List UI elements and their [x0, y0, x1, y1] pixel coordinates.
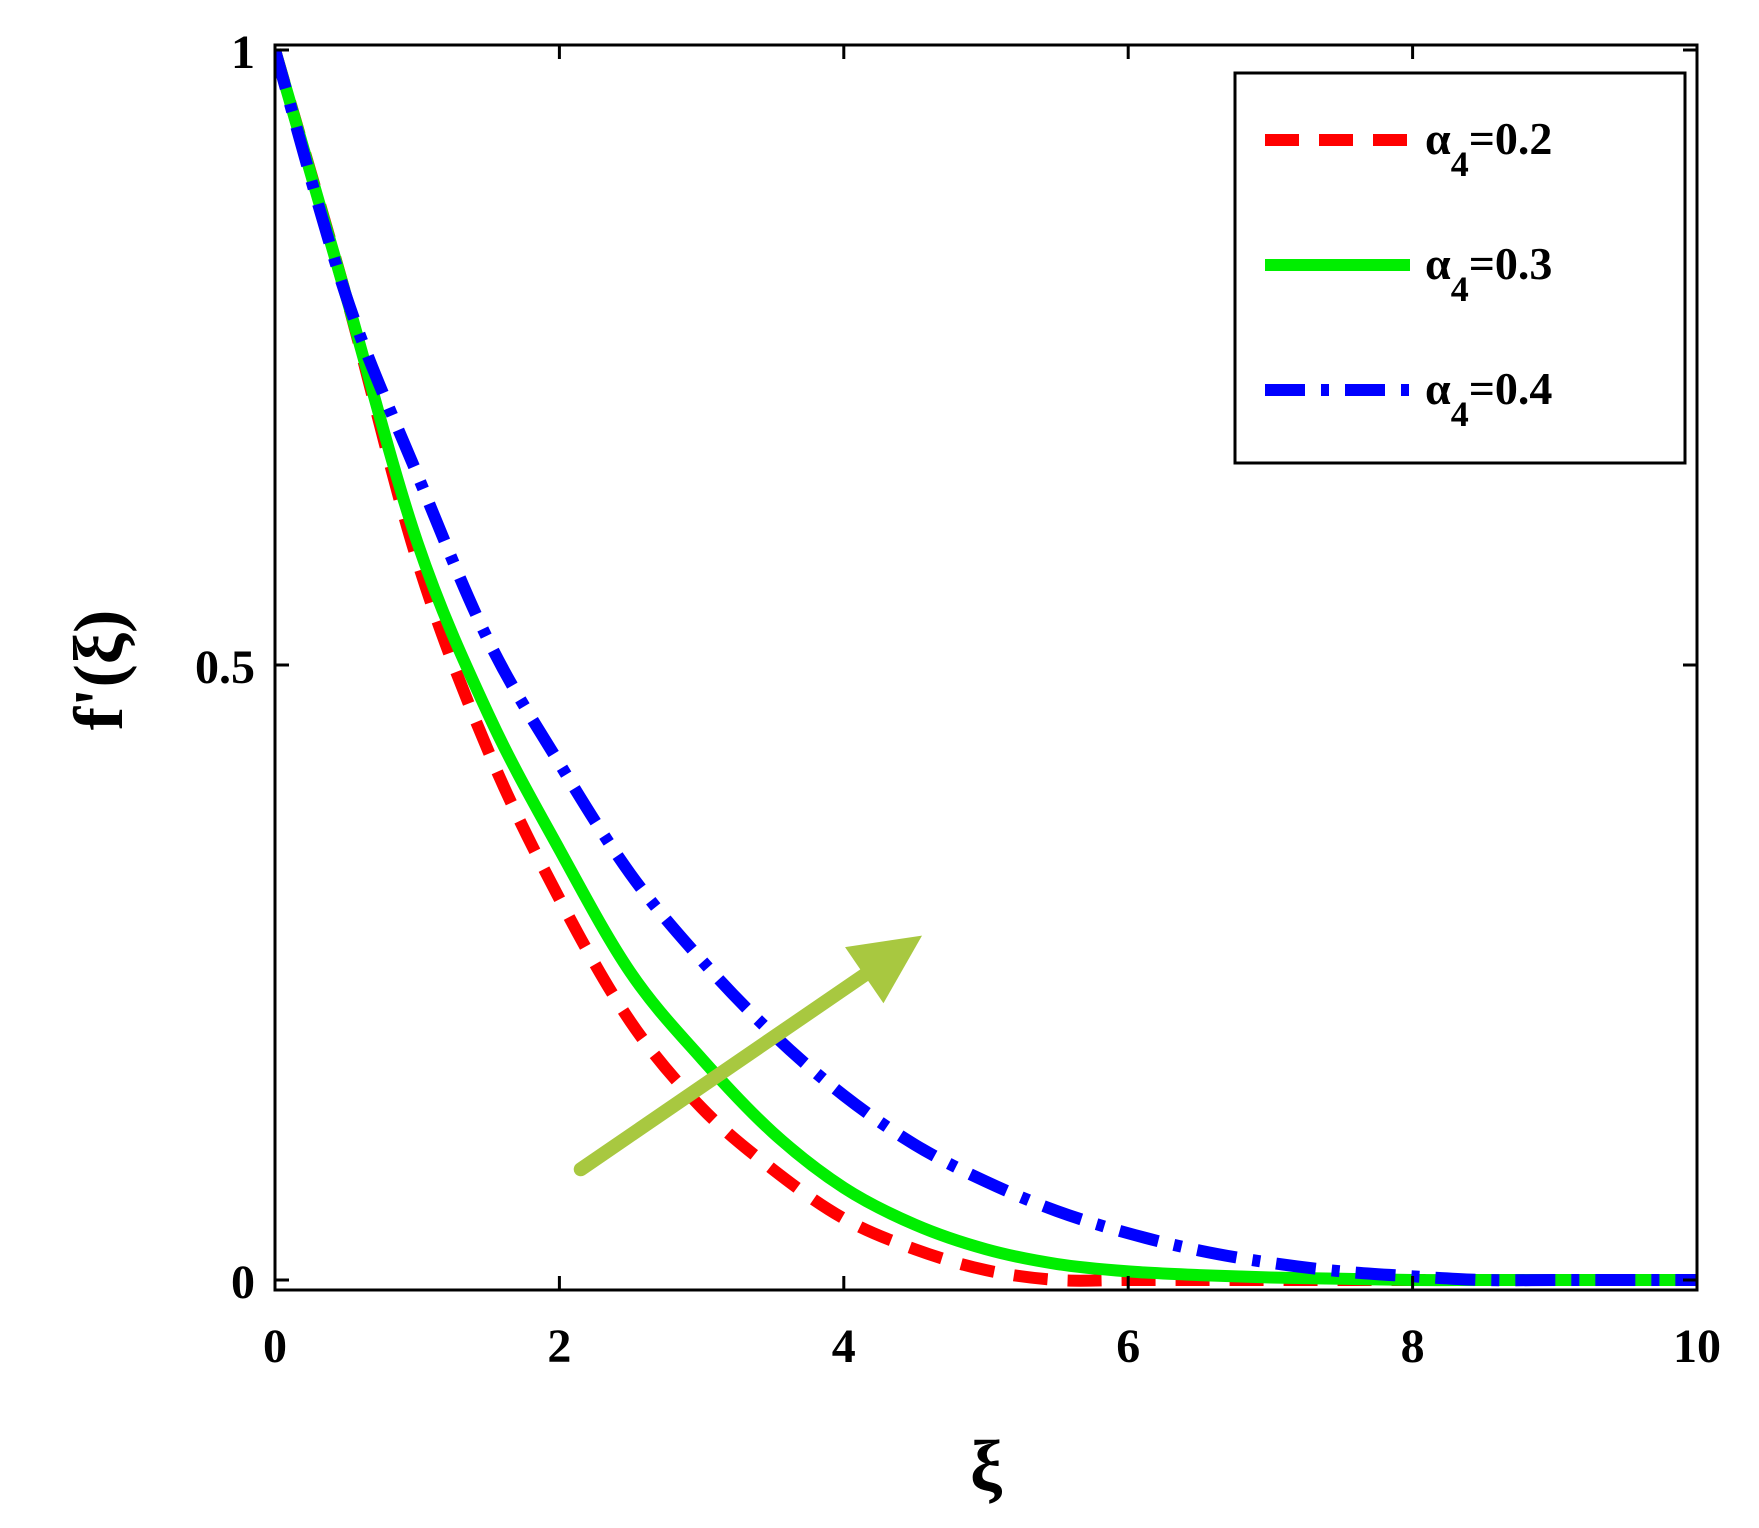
y-tick-label: 1 — [231, 26, 255, 79]
annotation-arrow-head — [845, 935, 923, 1004]
annotation-layer — [573, 935, 923, 1177]
plot-frame — [273, 43, 1699, 1292]
x-tick-label: 2 — [547, 1320, 571, 1373]
x-tick-label: 8 — [1401, 1320, 1425, 1373]
x-tick-label: 6 — [1116, 1320, 1140, 1373]
legend: α4=0.2 α4=0.3 α4=0.4 — [1233, 71, 1687, 465]
legend-label-3: α4=0.4 — [1425, 363, 1552, 434]
legend-label-1: α4=0.2 — [1425, 113, 1552, 184]
y-tick-label: 0.5 — [195, 641, 255, 694]
x-tick-label: 10 — [1673, 1320, 1721, 1373]
x-tick-label: 0 — [263, 1320, 287, 1373]
x-tick-label: 4 — [832, 1320, 856, 1373]
tick-labels-layer: 0 2 4 6 8 10 0 0.5 1 — [195, 26, 1721, 1373]
series-layer — [275, 48, 1697, 1287]
y-tick-label: 0 — [231, 1256, 255, 1309]
legend-entries: α4=0.2 α4=0.3 α4=0.4 — [1265, 113, 1552, 434]
annotation-arrow-shaft — [573, 968, 872, 1177]
legend-label-2: α4=0.3 — [1425, 238, 1552, 309]
x-axis-title: ξ — [970, 1426, 1003, 1506]
ticks-layer — [273, 45, 1699, 1290]
y-axis-title: f'(ξ) — [61, 610, 138, 731]
